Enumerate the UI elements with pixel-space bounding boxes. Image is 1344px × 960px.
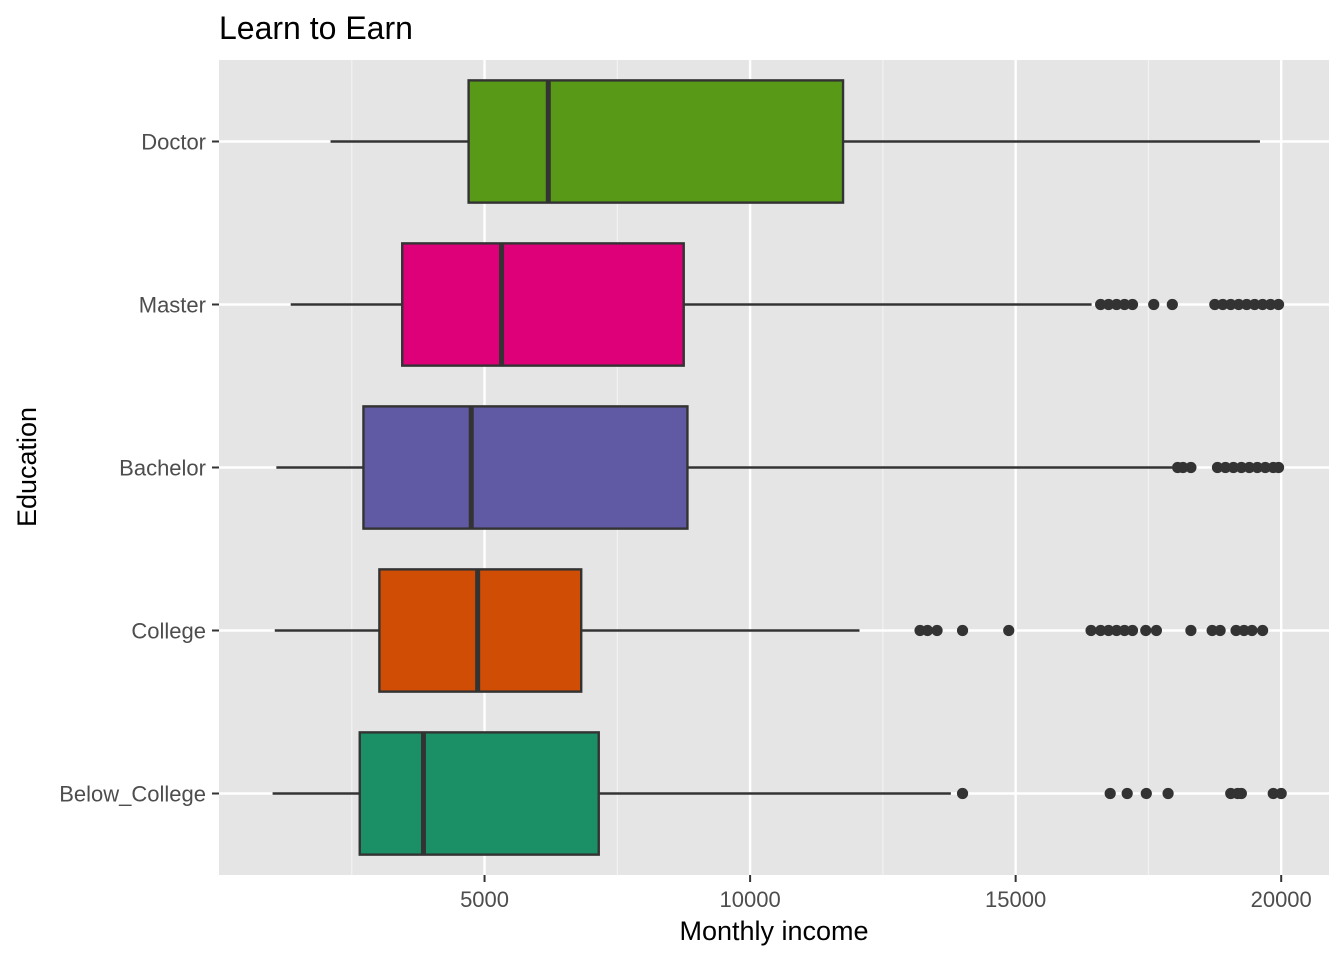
- outlier-point: [1243, 461, 1255, 474]
- outlier-point: [1102, 298, 1115, 311]
- outlier-point: [1235, 787, 1247, 800]
- outlier-point: [1140, 787, 1152, 800]
- outlier-point: [1246, 624, 1258, 637]
- outlier-point: [1235, 461, 1247, 474]
- iqr-box: [362, 405, 689, 530]
- outlier-point: [1264, 298, 1277, 311]
- x-axis: 5000 10000 15000 20000: [460, 875, 1312, 912]
- outlier-point: [956, 624, 969, 637]
- outlier-point: [1272, 298, 1285, 311]
- box-below-college: [272, 731, 951, 856]
- outlier-point: [1241, 298, 1253, 311]
- outlier-point: [1102, 624, 1115, 637]
- outlier-point: [1185, 461, 1197, 474]
- outlier-point: [1217, 298, 1229, 311]
- outlier-point: [1225, 298, 1237, 311]
- box-bachelor: [276, 405, 1173, 530]
- outlier-point: [1110, 298, 1123, 311]
- outlier-point: [1219, 461, 1232, 474]
- outlier-point: [1230, 624, 1242, 637]
- outlier-point: [1162, 787, 1174, 800]
- outlier-point: [1126, 624, 1139, 637]
- x-tick-label: 20000: [1251, 887, 1312, 912]
- outlier-point: [1257, 298, 1269, 311]
- box-master: [290, 242, 1092, 367]
- y-tick-label: Below_College: [59, 782, 206, 807]
- outlier-point: [1095, 298, 1107, 311]
- outlier-point: [1166, 298, 1178, 311]
- outlier-points: [914, 298, 1287, 800]
- outlier-point: [1085, 624, 1097, 637]
- y-tick-label: College: [131, 619, 206, 644]
- outlier-point: [1185, 624, 1197, 637]
- outlier-point: [1209, 298, 1221, 311]
- box-doctor: [330, 79, 1260, 204]
- x-tick-label: 5000: [460, 887, 509, 912]
- outlier-point: [1233, 298, 1245, 311]
- outlier-point: [1110, 624, 1123, 637]
- outlier-point: [1275, 787, 1287, 800]
- outlier-point: [1148, 298, 1160, 311]
- boxes: [272, 79, 1260, 856]
- box-college: [274, 568, 860, 693]
- iqr-box: [401, 242, 685, 367]
- outlier-point: [1095, 624, 1107, 637]
- outlier-point: [1206, 624, 1218, 637]
- outlier-point: [921, 624, 934, 637]
- outlier-point: [1140, 624, 1152, 637]
- outlier-point: [1238, 624, 1250, 637]
- outlier-point: [956, 787, 969, 800]
- outlier-point: [1003, 624, 1015, 637]
- outlier-point: [1272, 461, 1285, 474]
- y-tick-label: Master: [139, 293, 206, 318]
- outlier-point: [1118, 298, 1131, 311]
- outlier-point: [1227, 461, 1240, 474]
- outlier-point: [1118, 624, 1131, 637]
- outlier-point: [1251, 461, 1263, 474]
- y-tick-label: Doctor: [141, 130, 206, 155]
- outlier-point: [1249, 298, 1261, 311]
- x-axis-title: Monthly income: [679, 916, 868, 946]
- outlier-point: [1211, 461, 1224, 474]
- iqr-box: [378, 568, 583, 693]
- outlier-point: [1214, 624, 1226, 637]
- outlier-point: [1259, 461, 1271, 474]
- outlier-point: [1126, 298, 1139, 311]
- y-axis-title: Education: [12, 407, 42, 527]
- outlier-point: [1177, 461, 1189, 474]
- iqr-box: [467, 79, 845, 204]
- outlier-point: [1121, 787, 1133, 800]
- iqr-box: [358, 731, 600, 856]
- x-tick-label: 15000: [985, 887, 1046, 912]
- outlier-point: [1150, 624, 1162, 637]
- outlier-point: [1267, 787, 1279, 800]
- outlier-point: [931, 624, 943, 637]
- x-tick-label: 10000: [720, 887, 781, 912]
- outlier-point: [1104, 787, 1116, 800]
- chart-title: Learn to Earn: [219, 10, 413, 46]
- y-axis: Below_College College Bachelor Master Doctor: [59, 130, 219, 807]
- outlier-point: [1257, 624, 1269, 637]
- y-tick-label: Bachelor: [119, 456, 206, 481]
